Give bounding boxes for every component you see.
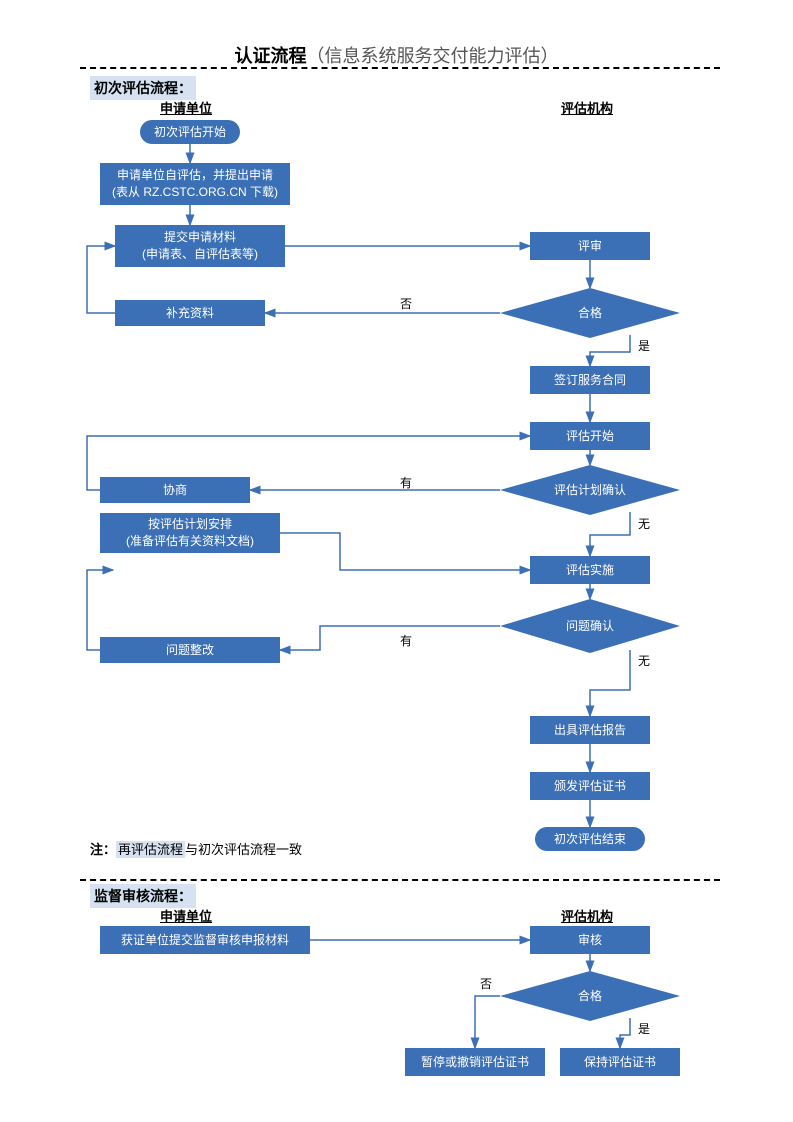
flowchart-node: 初次评估开始 bbox=[140, 120, 240, 144]
column-header: 评估机构 bbox=[561, 98, 613, 117]
node-text: 初次评估开始 bbox=[154, 124, 226, 141]
flowchart-node: 协商 bbox=[100, 477, 250, 503]
flowchart-node: 按评估计划安排(准备评估有关资料文档) bbox=[100, 513, 280, 553]
edge-label: 是 bbox=[638, 1020, 650, 1037]
decision-text: 合格 bbox=[578, 988, 602, 1003]
flowchart-node: 颁发评估证书 bbox=[530, 772, 650, 800]
edge-label: 有 bbox=[400, 632, 412, 649]
node-text: 按评估计划安排 bbox=[148, 516, 232, 533]
section-label: 初次评估流程： bbox=[90, 76, 196, 100]
column-header: 申请单位 bbox=[160, 98, 212, 117]
flowchart-node: 申请单位自评估，并提出申请(表从 RZ.CSTC.ORG.CN 下载) bbox=[100, 163, 290, 205]
edge-label: 无 bbox=[638, 652, 650, 669]
note-text: 注：再评估流程与初次评估流程一致 bbox=[90, 839, 302, 858]
decision-text: 问题确认 bbox=[566, 619, 614, 633]
node-text: 补充资料 bbox=[166, 305, 214, 322]
node-text: 颁发评估证书 bbox=[554, 778, 626, 795]
dashed-separator bbox=[80, 879, 720, 881]
flowchart-node: 评估实施 bbox=[530, 556, 650, 584]
node-text: 评审 bbox=[578, 238, 602, 255]
decision-text: 合格 bbox=[578, 305, 602, 320]
node-text: 出具评估报告 bbox=[554, 722, 626, 739]
node-text: 问题整改 bbox=[166, 642, 214, 659]
flowchart-node: 出具评估报告 bbox=[530, 716, 650, 744]
node-text: (表从 RZ.CSTC.ORG.CN 下载) bbox=[112, 184, 278, 201]
node-text: 提交申请材料 bbox=[164, 229, 236, 246]
flowchart-node: 问题整改 bbox=[100, 637, 280, 663]
flowchart-node: 初次评估结束 bbox=[535, 827, 645, 851]
node-text: 申请单位自评估，并提出申请 bbox=[117, 167, 273, 184]
flowchart-node: 暂停或撤销评估证书 bbox=[405, 1048, 545, 1076]
node-text: 暂停或撤销评估证书 bbox=[421, 1054, 529, 1071]
flowchart-node: 补充资料 bbox=[115, 300, 265, 326]
node-text: (准备评估有关资料文档) bbox=[126, 533, 254, 550]
flowchart-node: 评审 bbox=[530, 232, 650, 260]
flowchart-node: 提交申请材料(申请表、自评估表等) bbox=[115, 225, 285, 267]
edge-label: 否 bbox=[400, 295, 412, 312]
node-text: 获证单位提交监督审核申报材料 bbox=[121, 932, 289, 949]
edge-label: 有 bbox=[400, 474, 412, 491]
column-header: 申请单位 bbox=[160, 906, 212, 925]
node-text: (申请表、自评估表等) bbox=[142, 246, 258, 263]
dashed-separator bbox=[80, 67, 720, 69]
node-text: 评估实施 bbox=[566, 562, 614, 579]
flowchart-node: 评估开始 bbox=[530, 422, 650, 450]
note-highlight: 再评估流程 bbox=[116, 841, 185, 858]
node-text: 签订服务合同 bbox=[554, 372, 626, 389]
node-text: 协商 bbox=[163, 482, 187, 499]
column-header: 评估机构 bbox=[561, 906, 613, 925]
flowchart-node: 保持评估证书 bbox=[560, 1048, 680, 1076]
section-label: 监督审核流程： bbox=[90, 884, 196, 908]
flowchart-node: 获证单位提交监督审核申报材料 bbox=[100, 926, 310, 954]
note-label: 注： bbox=[90, 842, 116, 857]
node-text: 审核 bbox=[578, 932, 602, 949]
node-text: 初次评估结束 bbox=[554, 831, 626, 848]
flowchart-node: 审核 bbox=[530, 926, 650, 954]
edge-label: 否 bbox=[480, 975, 492, 992]
edge-label: 无 bbox=[638, 515, 650, 532]
decision-text: 评估计划确认 bbox=[554, 483, 626, 497]
node-text: 评估开始 bbox=[566, 428, 614, 445]
flowchart-node: 签订服务合同 bbox=[530, 366, 650, 394]
node-text: 保持评估证书 bbox=[584, 1054, 656, 1071]
note-rest: 与初次评估流程一致 bbox=[185, 842, 302, 857]
edge-label: 是 bbox=[638, 337, 650, 354]
